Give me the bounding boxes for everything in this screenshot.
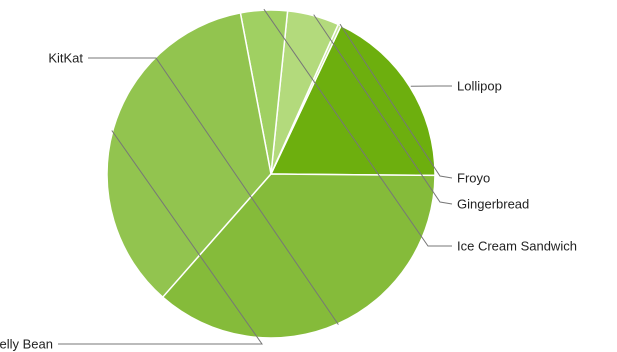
pie-slice-jelly-bean [106, 12, 272, 298]
slice-label-froyo: Froyo [457, 171, 490, 186]
leader-line-kitkat [88, 57, 339, 325]
leader-line-ice-cream-sandwich [263, 8, 452, 247]
pie-slice-lollipop [270, 24, 436, 177]
slice-label-ice-cream-sandwich: Ice Cream Sandwich [457, 239, 577, 254]
slice-label-gingerbread: Gingerbread [457, 197, 529, 212]
leader-line-jelly-bean [58, 130, 263, 345]
leader-line-gingerbread [313, 14, 453, 205]
pie-slices [106, 9, 436, 339]
slice-label-lollipop: Lollipop [457, 79, 502, 94]
slice-label-jelly-bean: Jelly Bean [0, 337, 53, 352]
leader-line-froyo [339, 23, 453, 179]
pie-labels: Lollipop Froyo Gingerbread Ice Cream Sandwi… [0, 51, 577, 352]
slice-label-kitkat: KitKat [48, 51, 83, 66]
pie-leader-lines [58, 8, 453, 345]
